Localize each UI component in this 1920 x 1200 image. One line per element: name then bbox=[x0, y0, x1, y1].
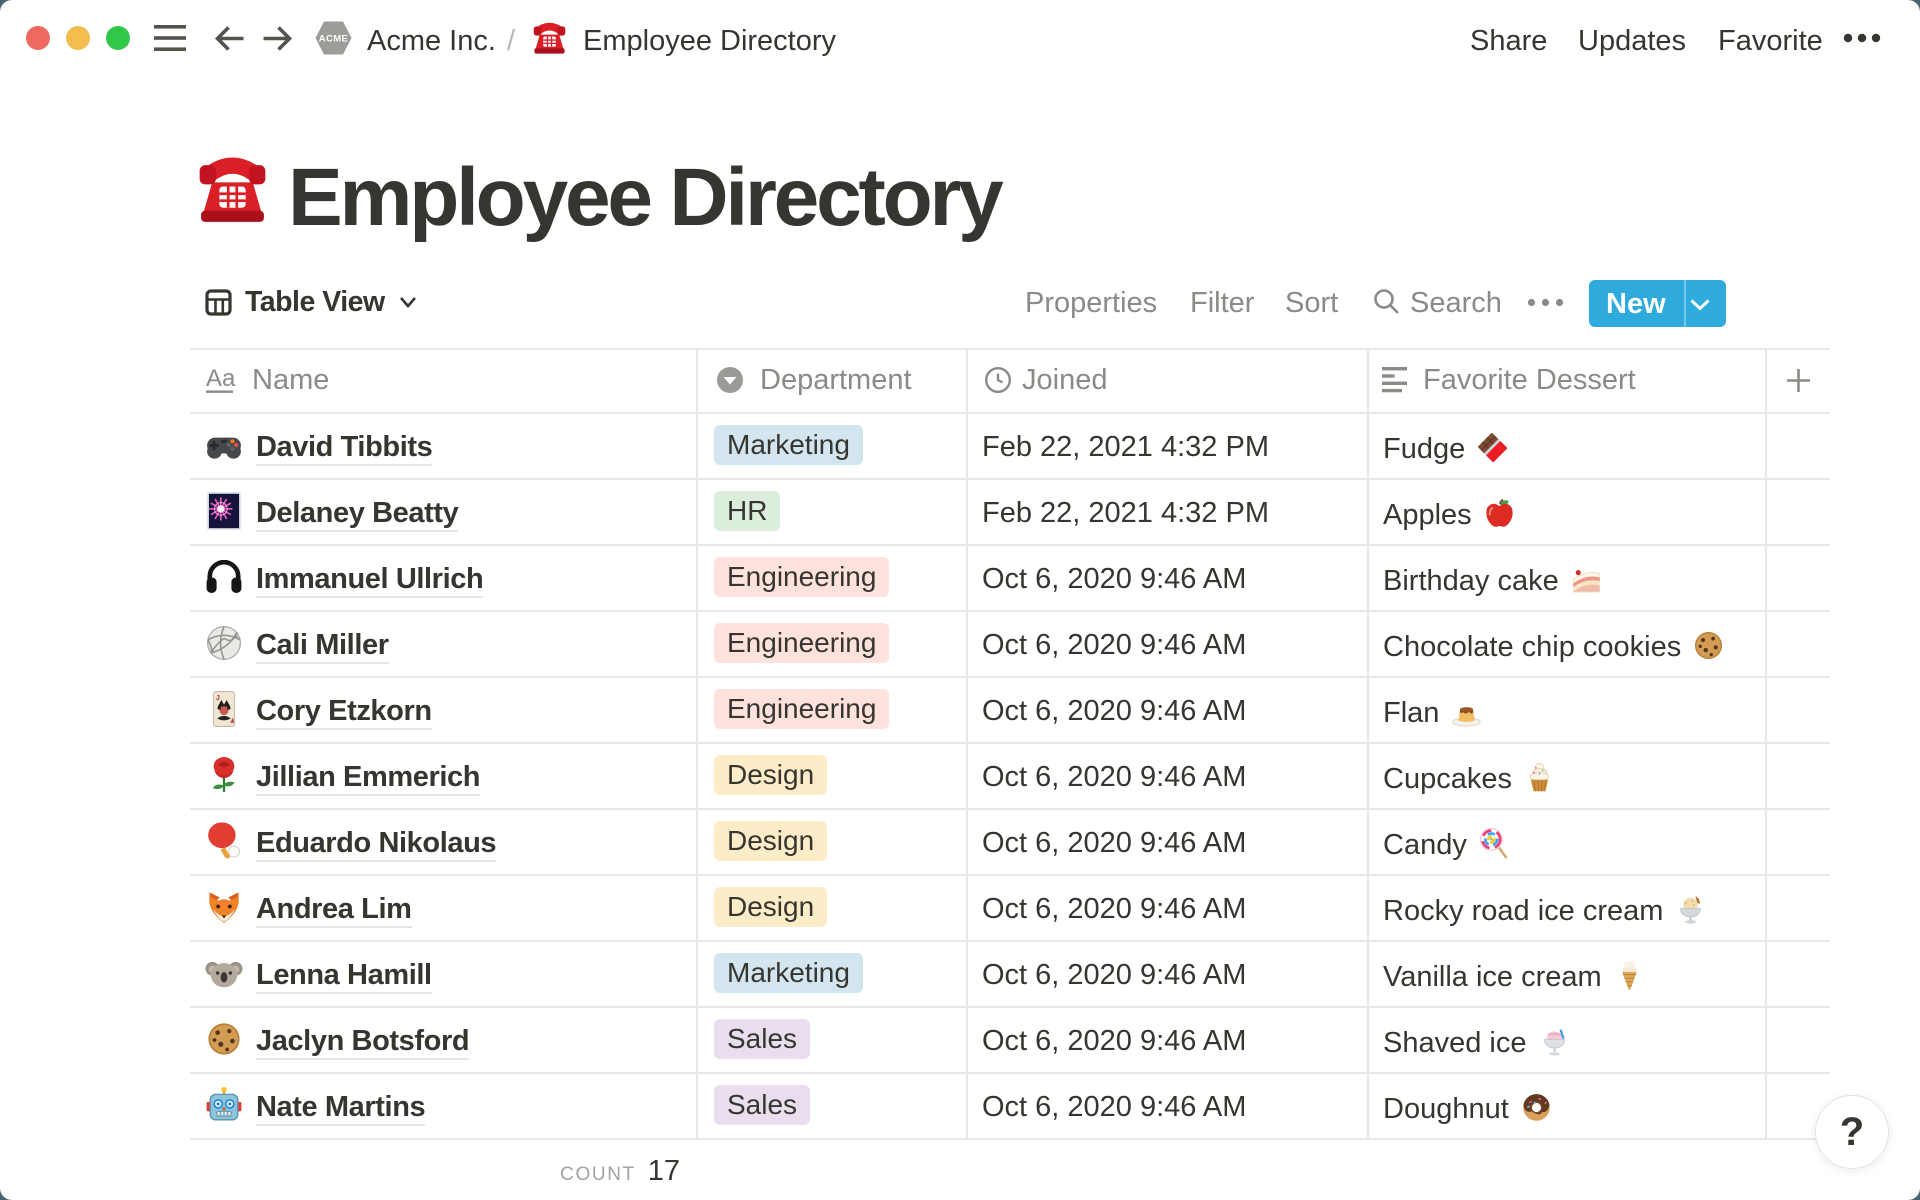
svg-text:ACME: ACME bbox=[319, 34, 349, 45]
svg-text:J: J bbox=[216, 693, 220, 702]
svg-text:Aa: Aa bbox=[206, 366, 236, 392]
